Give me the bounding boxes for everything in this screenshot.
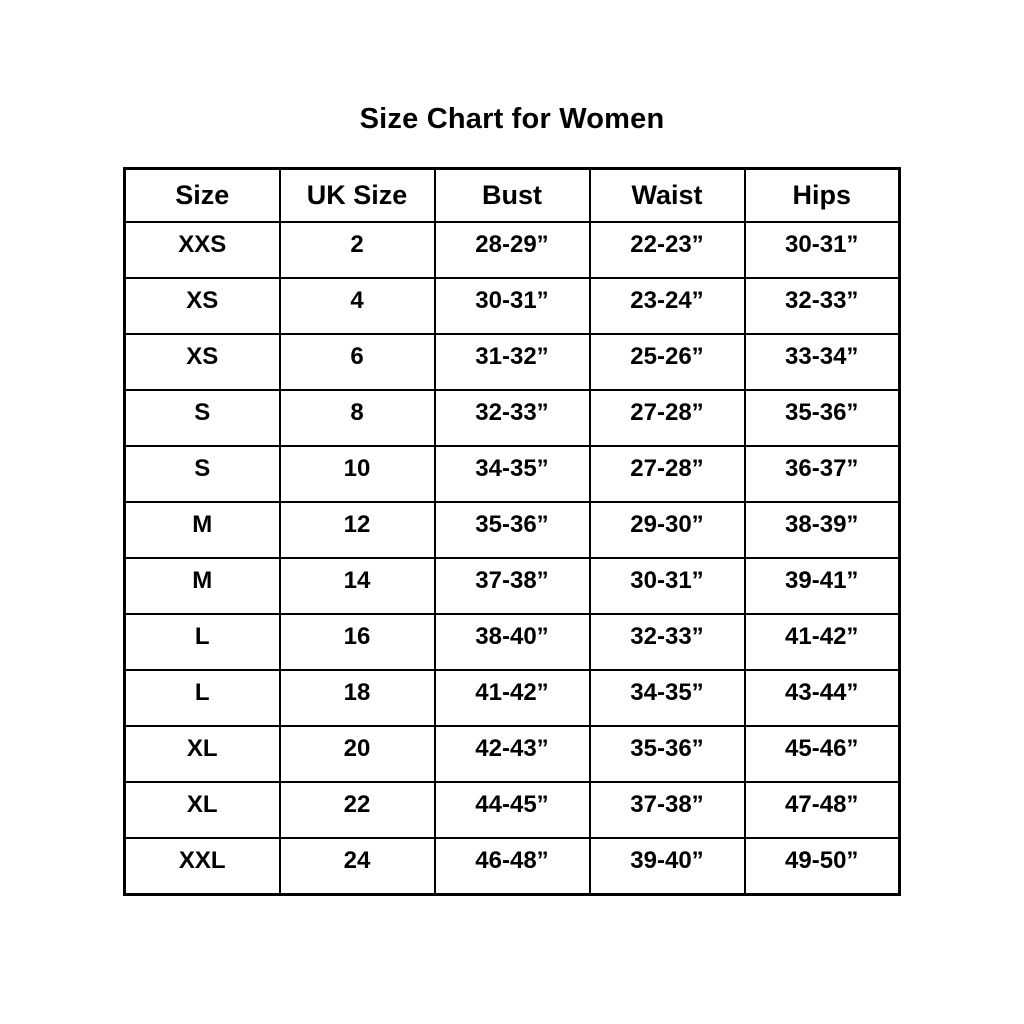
table-cell-bust: 41-42” <box>433 669 591 727</box>
table-cell-bust: 30-31” <box>433 277 591 335</box>
table-cell-bust: 32-33” <box>433 389 591 447</box>
table-cell-hips: 35-36” <box>743 389 901 447</box>
table-cell-size: XL <box>123 781 281 839</box>
table-cell-waist: 35-36” <box>588 725 746 783</box>
table-row: XXL 24 46-48” 39-40” 49-50” <box>123 837 901 896</box>
column-header-waist: Waist <box>588 167 746 223</box>
table-cell-size: L <box>123 669 281 727</box>
table-cell-waist: 39-40” <box>588 837 746 896</box>
table-cell-bust: 38-40” <box>433 613 591 671</box>
table-cell-size: L <box>123 613 281 671</box>
table-cell-bust: 28-29” <box>433 221 591 279</box>
table-row: M 12 35-36” 29-30” 38-39” <box>123 501 901 559</box>
size-table-body: XXS 2 28-29” 22-23” 30-31” XS 4 30-31” 23-24” 32-… <box>123 221 901 896</box>
table-row: L 16 38-40” 32-33” 41-42” <box>123 613 901 671</box>
table-cell-bust: 44-45” <box>433 781 591 839</box>
table-row: S 8 32-33” 27-28” 35-36” <box>123 389 901 447</box>
table-row: XS 6 31-32” 25-26” 33-34” <box>123 333 901 391</box>
column-header-size: Size <box>123 167 281 223</box>
table-cell-uk-size: 16 <box>278 613 436 671</box>
table-cell-hips: 39-41” <box>743 557 901 615</box>
table-cell-size: M <box>123 501 281 559</box>
table-cell-waist: 32-33” <box>588 613 746 671</box>
table-row: XL 22 44-45” 37-38” 47-48” <box>123 781 901 839</box>
table-cell-bust: 42-43” <box>433 725 591 783</box>
table-cell-waist: 37-38” <box>588 781 746 839</box>
table-cell-waist: 23-24” <box>588 277 746 335</box>
table-cell-uk-size: 8 <box>278 389 436 447</box>
table-row: S 10 34-35” 27-28” 36-37” <box>123 445 901 503</box>
table-cell-hips: 43-44” <box>743 669 901 727</box>
table-cell-size: S <box>123 445 281 503</box>
table-cell-waist: 27-28” <box>588 389 746 447</box>
column-header-hips: Hips <box>743 167 901 223</box>
table-cell-waist: 25-26” <box>588 333 746 391</box>
table-cell-uk-size: 12 <box>278 501 436 559</box>
table-cell-size: M <box>123 557 281 615</box>
table-cell-size: S <box>123 389 281 447</box>
table-cell-uk-size: 6 <box>278 333 436 391</box>
table-row: M 14 37-38” 30-31” 39-41” <box>123 557 901 615</box>
table-cell-waist: 29-30” <box>588 501 746 559</box>
table-header: Size UK Size Bust Waist Hips <box>123 167 901 223</box>
table-row: XL 20 42-43” 35-36” 45-46” <box>123 725 901 783</box>
table-cell-hips: 33-34” <box>743 333 901 391</box>
table-row: XXS 2 28-29” 22-23” 30-31” <box>123 221 901 279</box>
table-cell-uk-size: 22 <box>278 781 436 839</box>
table-cell-hips: 30-31” <box>743 221 901 279</box>
table-cell-bust: 37-38” <box>433 557 591 615</box>
table-cell-uk-size: 10 <box>278 445 436 503</box>
table-cell-uk-size: 2 <box>278 221 436 279</box>
table-cell-uk-size: 20 <box>278 725 436 783</box>
table-cell-size: XS <box>123 277 281 335</box>
table-cell-hips: 45-46” <box>743 725 901 783</box>
table-cell-hips: 38-39” <box>743 501 901 559</box>
table-cell-uk-size: 14 <box>278 557 436 615</box>
table-cell-waist: 30-31” <box>588 557 746 615</box>
column-header-bust: Bust <box>433 167 591 223</box>
table-cell-bust: 35-36” <box>433 501 591 559</box>
table-cell-size: XS <box>123 333 281 391</box>
table-cell-size: XXL <box>123 837 281 896</box>
table-cell-uk-size: 4 <box>278 277 436 335</box>
table-row: L 18 41-42” 34-35” 43-44” <box>123 669 901 727</box>
table-cell-hips: 49-50” <box>743 837 901 896</box>
column-header-uk-size: UK Size <box>278 167 436 223</box>
table-cell-waist: 22-23” <box>588 221 746 279</box>
table-cell-size: XXS <box>123 221 281 279</box>
table-cell-waist: 27-28” <box>588 445 746 503</box>
table-cell-bust: 31-32” <box>433 333 591 391</box>
page-title: Size Chart for Women <box>359 103 665 135</box>
table-header-row: Size UK Size Bust Waist Hips <box>123 167 901 223</box>
table-cell-waist: 34-35” <box>588 669 746 727</box>
table-row: XS 4 30-31” 23-24” 32-33” <box>123 277 901 335</box>
table-cell-size: XL <box>123 725 281 783</box>
size-chart-table: Size UK Size Bust Waist Hips XXS 2 28-29” 2… <box>123 167 901 896</box>
table-cell-hips: 47-48” <box>743 781 901 839</box>
table-cell-bust: 46-48” <box>433 837 591 896</box>
table-cell-uk-size: 18 <box>278 669 436 727</box>
table-cell-hips: 41-42” <box>743 613 901 671</box>
table-cell-hips: 36-37” <box>743 445 901 503</box>
table-cell-uk-size: 24 <box>278 837 436 896</box>
table-cell-bust: 34-35” <box>433 445 591 503</box>
table-cell-hips: 32-33” <box>743 277 901 335</box>
